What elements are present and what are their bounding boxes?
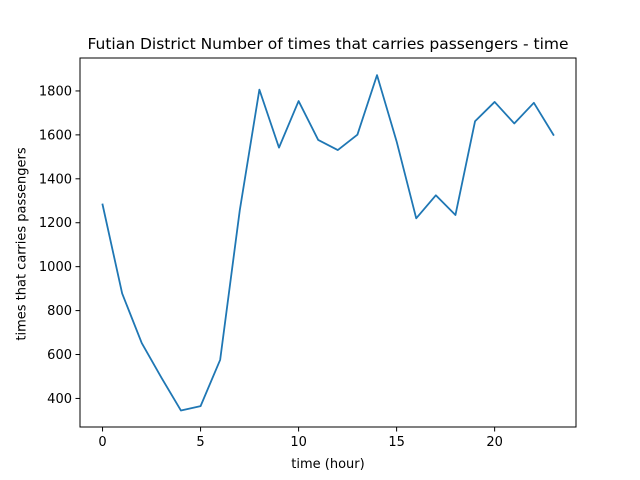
x-tick-label: 15 [388, 435, 405, 450]
y-axis-title: times that carries passengers [15, 147, 30, 340]
x-tick-label: 5 [196, 435, 204, 450]
x-axis-title: time (hour) [291, 457, 364, 472]
y-tick-label: 600 [47, 348, 72, 363]
y-tick-label: 1200 [39, 216, 72, 231]
axes-frame [79, 57, 577, 428]
series-line [101, 74, 555, 412]
x-tick-label: 10 [290, 435, 307, 450]
x-tick-label: 20 [486, 435, 503, 450]
y-tick-label: 800 [47, 304, 72, 319]
y-tick-label: 1400 [39, 172, 72, 187]
y-tick-label: 1800 [39, 84, 72, 99]
plot-area: 0 5 10 15 20 400 600 800 1000 1200 1400 1600 1800 [39, 57, 577, 450]
y-tick-label: 400 [47, 392, 72, 407]
chart-title: Futian District Number of times that car… [87, 35, 568, 53]
x-tick-label: 0 [98, 435, 106, 450]
y-tick-label: 1600 [39, 128, 72, 143]
y-tick-label: 1000 [39, 260, 72, 275]
